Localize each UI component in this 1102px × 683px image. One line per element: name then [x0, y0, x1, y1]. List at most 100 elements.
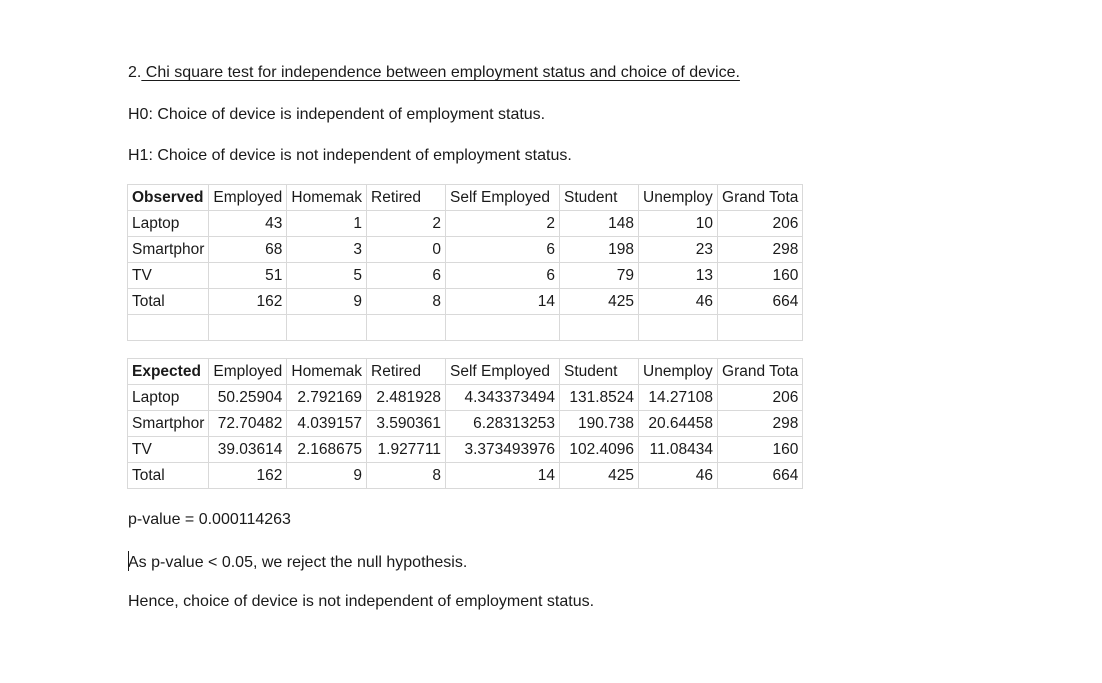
value-cell[interactable]: 664 [717, 288, 804, 315]
column-header[interactable]: Homemak [286, 184, 368, 211]
empty-cell[interactable] [717, 314, 804, 341]
value-cell[interactable]: 160 [717, 262, 804, 289]
value-cell[interactable]: 68 [208, 236, 288, 263]
column-header[interactable]: Grand Tota [717, 358, 804, 385]
value-cell[interactable]: 3 [286, 236, 368, 263]
observed-header-row: Observed Employed Homemak Retired Self Emplo… [126, 184, 804, 211]
value-cell[interactable]: 46 [638, 462, 719, 489]
column-header[interactable]: Self Employed [445, 358, 561, 385]
empty-cell[interactable] [366, 314, 447, 341]
value-cell[interactable]: 46 [638, 288, 719, 315]
column-header[interactable]: Student [559, 184, 640, 211]
value-cell[interactable]: 10 [638, 210, 719, 237]
value-cell[interactable]: 425 [559, 462, 640, 489]
value-cell[interactable]: 72.70482 [208, 410, 288, 437]
value-cell[interactable]: 2 [445, 210, 561, 237]
value-cell[interactable]: 13 [638, 262, 719, 289]
row-label-cell[interactable]: Total [126, 288, 210, 315]
value-cell[interactable]: 14 [445, 288, 561, 315]
empty-cell[interactable] [559, 314, 640, 341]
value-cell[interactable]: 3.590361 [366, 410, 447, 437]
value-cell[interactable]: 43 [208, 210, 288, 237]
alternative-hypothesis: H1: Choice of device is not independent … [128, 147, 572, 164]
value-cell[interactable]: 206 [717, 384, 804, 411]
row-label-cell[interactable]: Smartphor [126, 236, 210, 263]
expected-label-cell[interactable]: Expected [126, 358, 210, 385]
value-cell[interactable]: 39.03614 [208, 436, 288, 463]
column-header[interactable]: Unemploy [638, 184, 719, 211]
value-cell[interactable]: 162 [208, 462, 288, 489]
column-header[interactable]: Homemak [286, 358, 368, 385]
value-cell[interactable]: 102.4096 [559, 436, 640, 463]
observed-table: Observed Employed Homemak Retired Self Emplo… [126, 184, 804, 341]
value-cell[interactable]: 298 [717, 410, 804, 437]
value-cell[interactable]: 198 [559, 236, 640, 263]
value-cell[interactable]: 425 [559, 288, 640, 315]
column-header[interactable]: Grand Tota [717, 184, 804, 211]
value-cell[interactable]: 6 [445, 236, 561, 263]
empty-cell[interactable] [286, 314, 368, 341]
row-label-cell[interactable]: Laptop [126, 210, 210, 237]
empty-cell[interactable] [208, 314, 288, 341]
value-cell[interactable]: 148 [559, 210, 640, 237]
value-cell[interactable]: 6 [366, 262, 447, 289]
heading-title: Chi square test for independence between… [141, 64, 740, 81]
empty-cell[interactable] [445, 314, 561, 341]
row-label-cell[interactable]: Total [126, 462, 210, 489]
value-cell[interactable]: 2.481928 [366, 384, 447, 411]
empty-cell[interactable] [126, 314, 210, 341]
value-cell[interactable]: 9 [286, 288, 368, 315]
value-cell[interactable]: 23 [638, 236, 719, 263]
text-cursor-icon [128, 551, 129, 571]
value-cell[interactable]: 2.168675 [286, 436, 368, 463]
column-header[interactable]: Self Employed [445, 184, 561, 211]
column-header[interactable]: Unemploy [638, 358, 719, 385]
value-cell[interactable]: 6 [445, 262, 561, 289]
table-row: TV 39.03614 2.168675 1.927711 3.373493976 102… [126, 436, 804, 463]
value-cell[interactable]: 5 [286, 262, 368, 289]
value-cell[interactable]: 131.8524 [559, 384, 640, 411]
value-cell[interactable]: 8 [366, 462, 447, 489]
value-cell[interactable]: 6.28313253 [445, 410, 561, 437]
value-cell[interactable]: 14.27108 [638, 384, 719, 411]
value-cell[interactable]: 50.25904 [208, 384, 288, 411]
value-cell[interactable]: 664 [717, 462, 804, 489]
value-cell[interactable]: 160 [717, 436, 804, 463]
row-label-cell[interactable]: Smartphor [126, 410, 210, 437]
section-heading: 2. Chi square test for independence betw… [128, 63, 740, 83]
column-header[interactable]: Retired [366, 358, 447, 385]
column-header[interactable]: Employed [208, 358, 288, 385]
value-cell[interactable]: 11.08434 [638, 436, 719, 463]
value-cell[interactable]: 206 [717, 210, 804, 237]
value-cell[interactable]: 14 [445, 462, 561, 489]
empty-cell[interactable] [638, 314, 719, 341]
heading-number: 2. [128, 64, 142, 81]
value-cell[interactable]: 51 [208, 262, 288, 289]
column-header[interactable]: Student [559, 358, 640, 385]
row-label-cell[interactable]: Laptop [126, 384, 210, 411]
empty-row [126, 314, 804, 341]
value-cell[interactable]: 79 [559, 262, 640, 289]
value-cell[interactable]: 8 [366, 288, 447, 315]
row-label-cell[interactable]: TV [126, 436, 210, 463]
column-header[interactable]: Retired [366, 184, 447, 211]
value-cell[interactable]: 3.373493976 [445, 436, 561, 463]
table-row: TV 51 5 6 6 79 13 160 [126, 262, 804, 289]
value-cell[interactable]: 0 [366, 236, 447, 263]
table-row: Laptop 50.25904 2.792169 2.481928 4.34337349… [126, 384, 804, 411]
value-cell[interactable]: 298 [717, 236, 804, 263]
value-cell[interactable]: 2.792169 [286, 384, 368, 411]
value-cell[interactable]: 4.343373494 [445, 384, 561, 411]
observed-label-cell[interactable]: Observed [126, 184, 210, 211]
value-cell[interactable]: 1.927711 [366, 436, 447, 463]
value-cell[interactable]: 20.64458 [638, 410, 719, 437]
conclusion-line[interactable]: As p-value < 0.05, we reject the null hy… [128, 551, 467, 573]
row-label-cell[interactable]: TV [126, 262, 210, 289]
value-cell[interactable]: 162 [208, 288, 288, 315]
value-cell[interactable]: 1 [286, 210, 368, 237]
value-cell[interactable]: 9 [286, 462, 368, 489]
value-cell[interactable]: 2 [366, 210, 447, 237]
value-cell[interactable]: 190.738 [559, 410, 640, 437]
value-cell[interactable]: 4.039157 [286, 410, 368, 437]
column-header[interactable]: Employed [208, 184, 288, 211]
